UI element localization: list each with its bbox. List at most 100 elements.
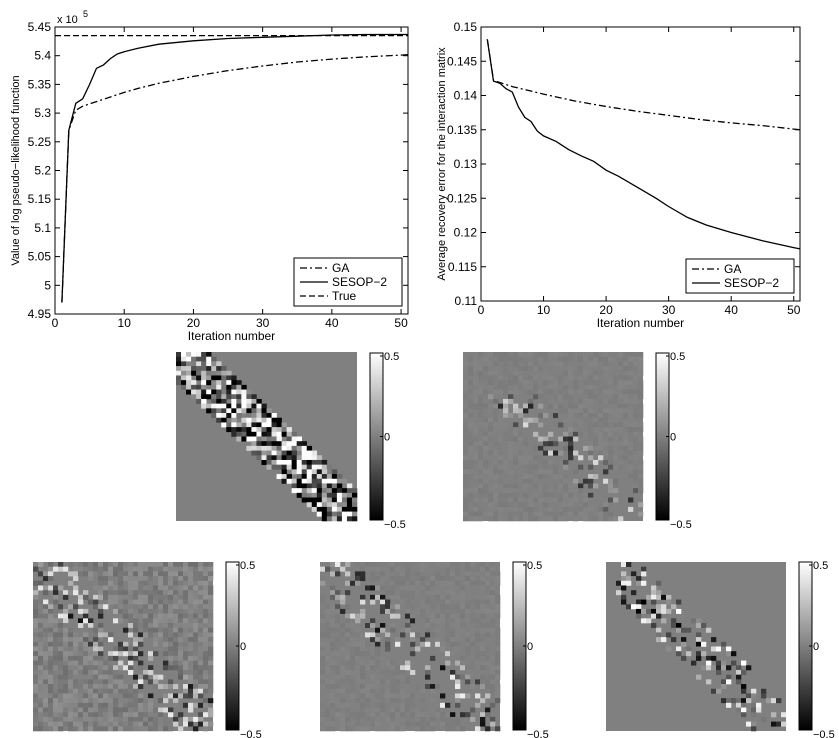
heatmap-cell (58, 623, 64, 629)
heatmap-cell (425, 608, 431, 614)
heatmap-cell (93, 627, 99, 633)
heatmap-cell (138, 651, 144, 657)
heatmap-cell (163, 585, 169, 591)
heatmap-cell (488, 422, 494, 428)
heatmap-cell (435, 580, 441, 586)
heatmap-cell (380, 580, 386, 586)
heatmap-cell (365, 641, 371, 647)
heatmap-cell (573, 516, 579, 522)
heatmap-cell (493, 469, 499, 475)
heatmap-cell (188, 623, 194, 629)
heatmap-cell (716, 669, 722, 675)
heatmap-cell (103, 604, 109, 610)
heatmap-cell (488, 361, 494, 367)
heatmap-cell (193, 585, 199, 591)
heatmap-cell (93, 576, 99, 582)
heatmap-cell (588, 380, 594, 386)
heatmap-cell (498, 464, 504, 470)
heatmap-cell (608, 511, 614, 517)
heatmap-cell (380, 627, 386, 633)
heatmap-cell (528, 352, 534, 357)
heatmap-cell (345, 655, 351, 661)
heatmap-cell (88, 712, 94, 718)
heatmap-cell (321, 478, 328, 484)
heatmap-cell (203, 590, 209, 596)
heatmap-cell (483, 441, 489, 447)
heatmap-cell (203, 669, 209, 675)
heatmap-cell (553, 394, 559, 400)
heatmap-cell (330, 585, 336, 591)
heatmap-cell (603, 469, 609, 475)
heatmap-cell (603, 431, 609, 437)
heatmap-cell (375, 576, 381, 582)
heatmap-cell (450, 580, 456, 586)
heatmap-cell (178, 590, 184, 596)
heatmap-cell (445, 571, 451, 577)
heatmap-cell (183, 651, 189, 657)
heatmap-cell (450, 726, 456, 732)
heatmap-cell (603, 413, 609, 419)
heatmap-cell (563, 356, 569, 362)
heatmap-cell (133, 651, 139, 657)
heatmap-cell (236, 384, 242, 390)
heatmap-cell (478, 445, 484, 451)
heatmap-cell (193, 637, 199, 643)
heatmap-cell (355, 712, 361, 718)
heatmap-cell (563, 502, 569, 508)
heatmap-cell (618, 422, 624, 428)
heatmap-cell (478, 389, 484, 395)
heatmap-cell (78, 637, 84, 643)
heatmap-cell (291, 445, 297, 451)
heatmap-cell (216, 394, 222, 400)
heatmap-cell (340, 669, 346, 675)
heatmap-cell (563, 384, 569, 390)
heatmap-cell (430, 655, 436, 661)
heatmap-cell (143, 712, 149, 718)
heatmap-cell (498, 455, 504, 461)
heatmap-cell (465, 604, 471, 610)
heatmap-cell (201, 370, 207, 376)
heatmap-cell (68, 702, 74, 708)
heatmap-cell (186, 389, 192, 395)
heatmap-cell (226, 375, 232, 381)
heatmap-cell (588, 413, 594, 419)
heatmap-cell (33, 698, 39, 704)
heatmap-cell (251, 398, 257, 404)
heatmap-cell (133, 632, 139, 638)
heatmap-cell (208, 669, 214, 675)
heatmap-cell (480, 646, 486, 652)
heatmap-cell (118, 576, 124, 582)
heatmap-cell (173, 623, 179, 629)
heatmap-cell (395, 665, 401, 671)
heatmap-cell (186, 366, 192, 372)
heatmap-cell (355, 613, 361, 619)
heatmap-cell (148, 599, 154, 605)
heatmap-cell (360, 613, 366, 619)
heatmap-cell (425, 721, 431, 727)
heatmap-cell (138, 716, 144, 722)
heatmap-cell (503, 483, 509, 489)
heatmap-cell (365, 562, 371, 567)
heatmap-cell (118, 594, 124, 600)
heatmap-cell (221, 394, 227, 400)
heatmap-cell (53, 608, 59, 614)
heatmap-cell (203, 641, 209, 647)
heatmap-cell (301, 488, 308, 494)
heatmap-cell (98, 571, 104, 577)
heatmap-cell (628, 474, 634, 480)
heatmap-cell (48, 632, 54, 638)
heatmap-cell (498, 502, 504, 508)
heatmap-cell (633, 375, 639, 381)
heatmap-cell (450, 641, 456, 647)
heatmap-cell (460, 627, 466, 633)
heatmap-cell (375, 698, 381, 704)
line-chart-1: 0 10 20 30 40 504.9555.055.15.155.25.255.35.3… (10, 9, 409, 343)
heatmap-cell (583, 502, 589, 508)
y-tick-label: 0.13 (454, 157, 478, 171)
heatmap-cell (608, 356, 614, 362)
heatmap-cell (558, 492, 564, 498)
x-tick-label: 30 (256, 316, 270, 330)
heatmap-cell (771, 712, 777, 718)
heatmap-cell (468, 516, 474, 522)
heatmap-cell (538, 497, 544, 503)
